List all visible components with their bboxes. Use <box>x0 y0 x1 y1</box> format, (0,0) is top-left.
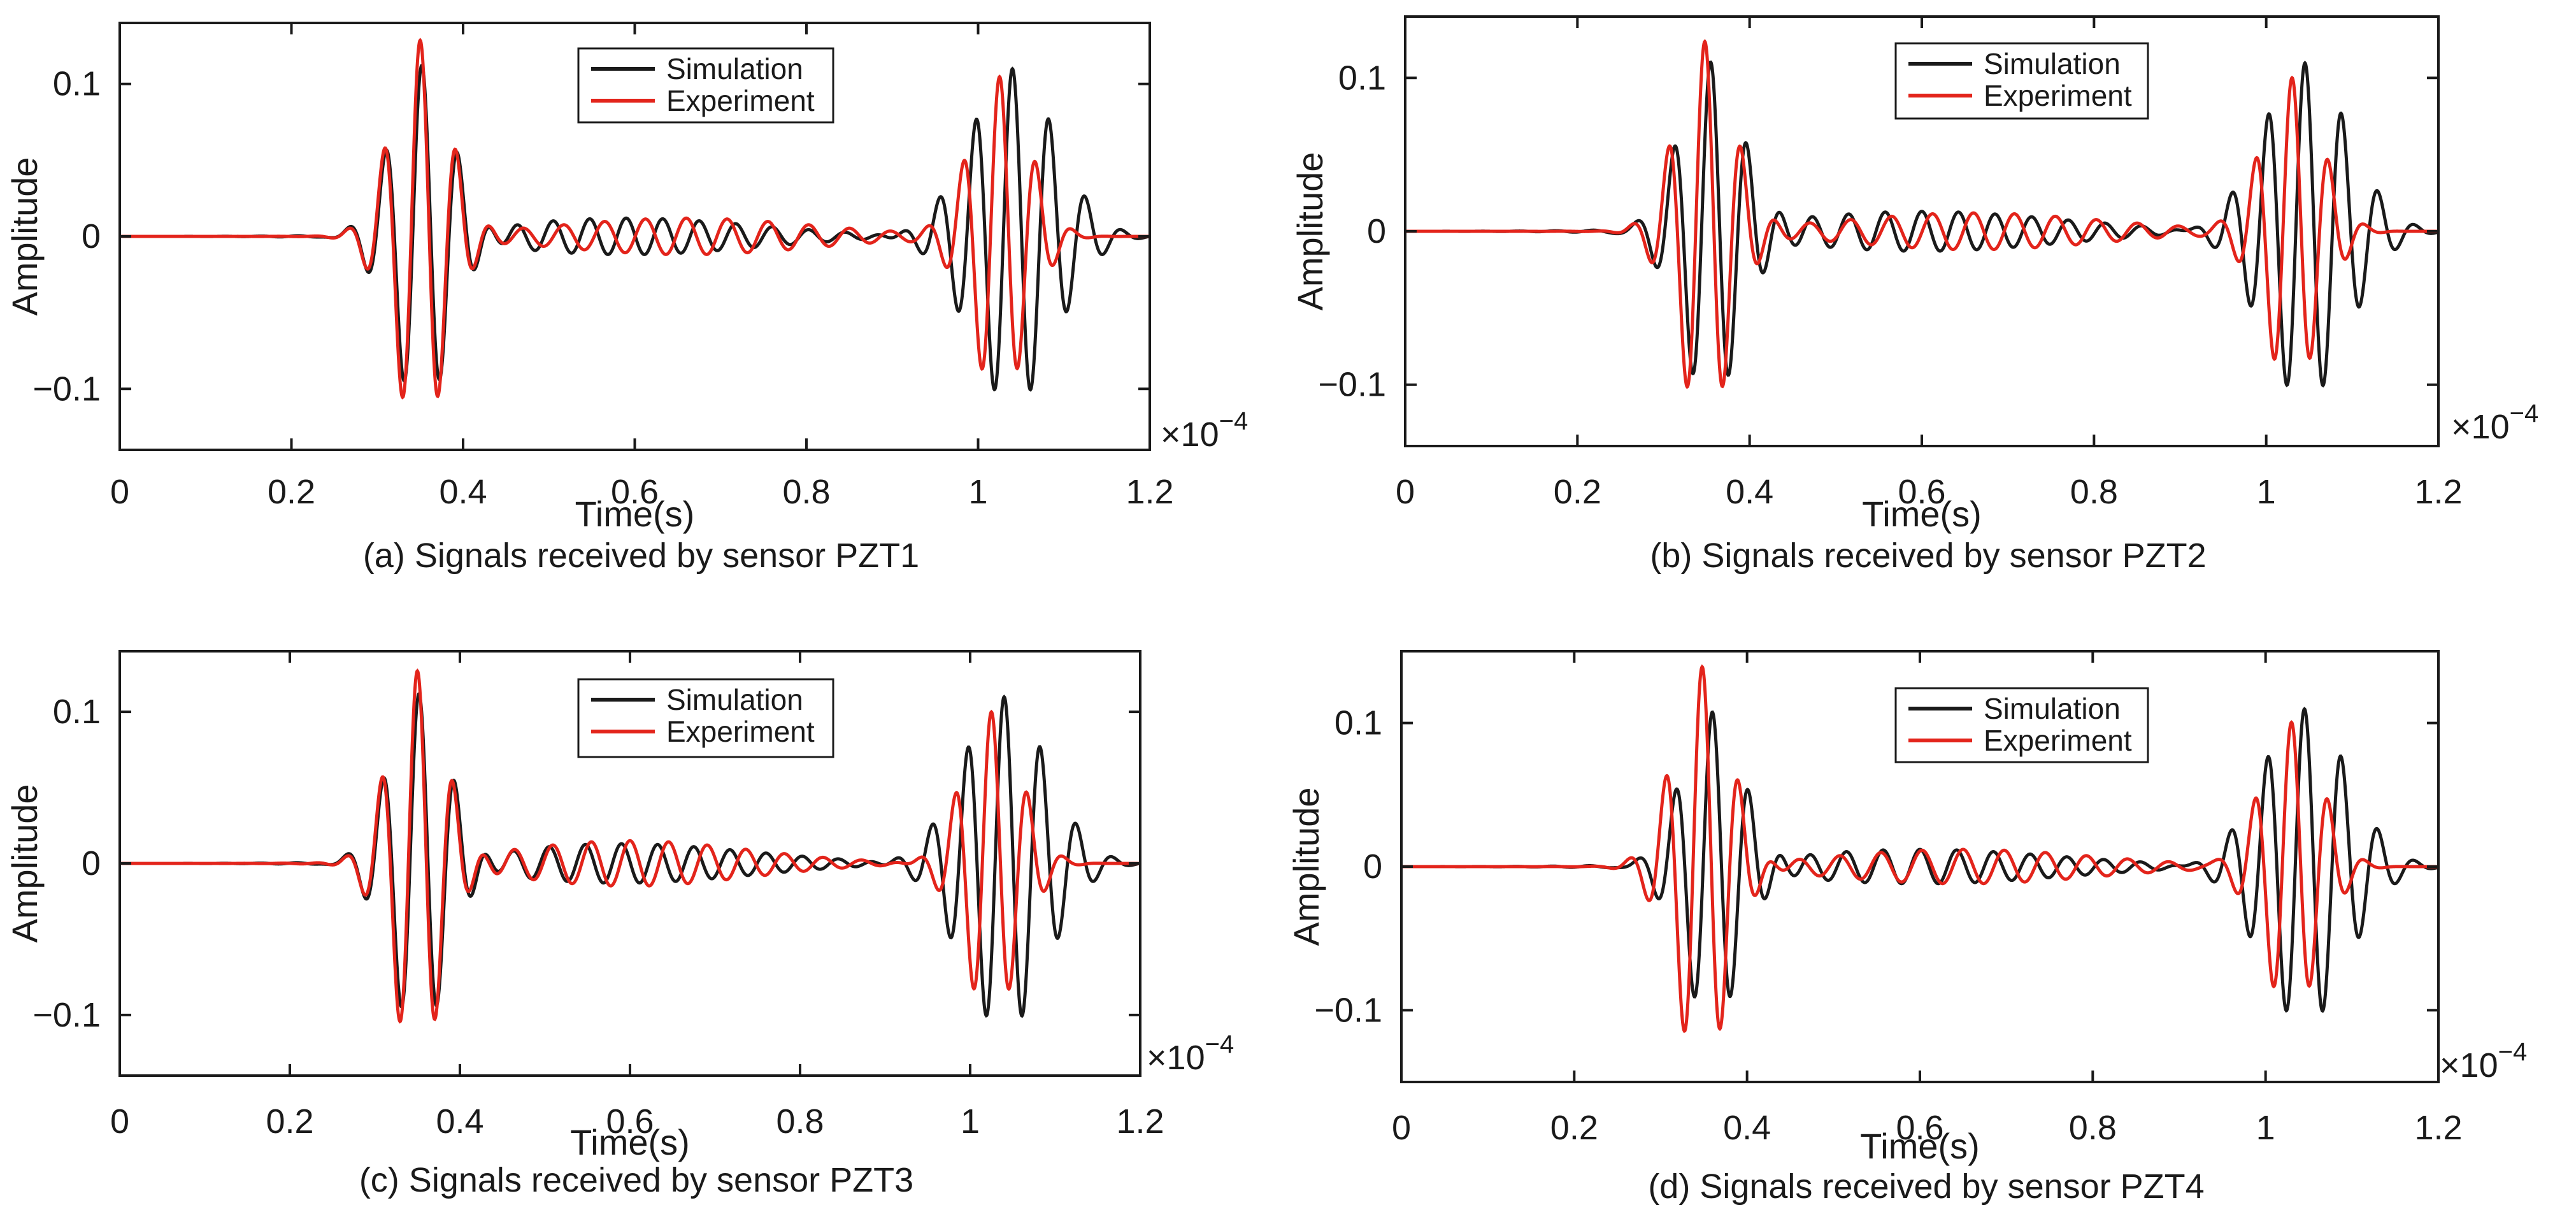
x-tick-label: 0.4 <box>439 473 487 511</box>
y-tick-label: −0.1 <box>32 996 101 1034</box>
legend-label-simulation: Simulation <box>1984 692 2121 725</box>
x-tick-label: 0.2 <box>1554 473 1601 511</box>
legend-label-simulation: Simulation <box>1984 47 2121 80</box>
y-tick-label: −0.1 <box>1314 991 1382 1029</box>
x-tick-label: 0.8 <box>2070 473 2118 511</box>
panel-caption: (a) Signals received by sensor PZT1 <box>363 537 919 575</box>
x-tick-label: 1.2 <box>2414 1109 2462 1147</box>
y-tick-label: 0 <box>1367 212 1386 250</box>
x-axis-exponent: ×10−4 <box>2440 1038 2527 1085</box>
x-tick-label: 0.4 <box>1723 1109 1771 1147</box>
chart-panel-a: 0 0.2 0.4 0.6 0.8 1 1.2 −0.1 0 0.1 Time(s) Amplitud… <box>4 22 1248 575</box>
x-tick-label: 0 <box>1396 473 1415 511</box>
x-tick-label: 1 <box>968 473 987 511</box>
x-tick-label: 1.2 <box>1126 473 1173 511</box>
x-tick-label: 0 <box>110 473 129 511</box>
y-axis-title: Amplitude <box>1290 152 1330 310</box>
y-tick-label: 0 <box>1363 847 1382 886</box>
legend-label-simulation: Simulation <box>666 683 803 716</box>
legend-box <box>1894 687 2149 763</box>
x-axis-exponent-power: −4 <box>1219 407 1249 435</box>
x-tick-label: 0.8 <box>776 1102 824 1141</box>
series-line-experiment <box>120 668 1140 1024</box>
x-tick-label: 1.2 <box>1116 1102 1164 1141</box>
x-axis-title: Time(s) <box>575 494 695 534</box>
x-tick-label: 0.8 <box>782 473 830 511</box>
x-tick-label: 0.4 <box>436 1102 483 1141</box>
chart-panel-b: 0 0.2 0.4 0.6 0.8 1 1.2 −0.1 0 0.1 Time(s) Amplitud… <box>1290 15 2538 575</box>
legend-box <box>1894 42 2149 120</box>
x-axis-exponent-power: −4 <box>2510 400 2539 428</box>
x-tick-label: 0.6 <box>1898 473 1945 511</box>
legend-label-experiment: Experiment <box>666 84 815 117</box>
x-tick-label: 0.6 <box>611 473 659 511</box>
x-tick-label: 1 <box>2256 1109 2275 1147</box>
x-axis-exponent: ×10−4 <box>2451 400 2538 446</box>
y-tick-label: 0.1 <box>53 65 101 103</box>
y-tick-label: −0.1 <box>1318 366 1386 404</box>
x-axis-title: Time(s) <box>1860 1126 1980 1166</box>
x-tick-label: 1.2 <box>2414 473 2462 511</box>
y-tick-label: 0.1 <box>53 693 101 731</box>
x-axis-title: Time(s) <box>570 1122 690 1162</box>
panel-caption: (c) Signals received by sensor PZT3 <box>359 1161 913 1199</box>
y-axis-title: Amplitude <box>1286 787 1326 946</box>
x-tick-label: 0.2 <box>1550 1109 1598 1147</box>
x-tick-label: 0.2 <box>268 473 315 511</box>
series-line-experiment <box>1401 664 2438 1034</box>
x-axis-exponent-power: −4 <box>1205 1030 1234 1058</box>
panel-caption: (b) Signals received by sensor PZT2 <box>1650 537 2206 575</box>
chart-panel-c: 0 0.2 0.4 0.6 0.8 1 1.2 −0.1 0 0.1 Time(s) Amplitud… <box>4 650 1234 1199</box>
x-axis-exponent: ×10−4 <box>1161 407 1248 454</box>
y-axis-title: Amplitude <box>4 784 45 942</box>
x-tick-label: 0.2 <box>266 1102 313 1141</box>
legend-box <box>577 678 834 758</box>
chart-panel-d: 0 0.2 0.4 0.6 0.8 1 1.2 −0.1 0 0.1 Time(s) Amplitud… <box>1286 650 2527 1206</box>
legend-box <box>577 47 834 124</box>
x-axis-exponent-power: −4 <box>2498 1038 2528 1066</box>
x-axis-exponent: ×10−4 <box>1147 1030 1234 1077</box>
y-tick-label: 0 <box>82 844 101 883</box>
series-line-experiment <box>120 38 1150 400</box>
x-tick-label: 1 <box>2257 473 2276 511</box>
legend-label-experiment: Experiment <box>1984 724 2132 757</box>
series-line-experiment <box>1405 39 2438 389</box>
x-tick-label: 0 <box>110 1102 129 1141</box>
x-tick-label: 0 <box>1392 1109 1411 1147</box>
y-axis-title: Amplitude <box>4 157 45 315</box>
x-tick-label: 0.6 <box>606 1102 654 1141</box>
y-tick-label: 0.1 <box>1335 704 1382 742</box>
legend-label-experiment: Experiment <box>1984 79 2132 112</box>
x-tick-label: 0.6 <box>1896 1109 1943 1147</box>
x-axis-title: Time(s) <box>1862 494 1982 534</box>
x-tick-label: 0.4 <box>1726 473 1773 511</box>
legend-label-simulation: Simulation <box>666 52 803 85</box>
y-tick-label: −0.1 <box>32 370 101 408</box>
y-tick-label: 0 <box>82 217 101 256</box>
y-tick-label: 0.1 <box>1338 59 1386 97</box>
legend-label-experiment: Experiment <box>666 715 815 748</box>
x-tick-label: 0.8 <box>2069 1109 2117 1147</box>
x-tick-label: 1 <box>961 1102 980 1141</box>
panel-caption: (d) Signals received by sensor PZT4 <box>1648 1167 2204 1206</box>
